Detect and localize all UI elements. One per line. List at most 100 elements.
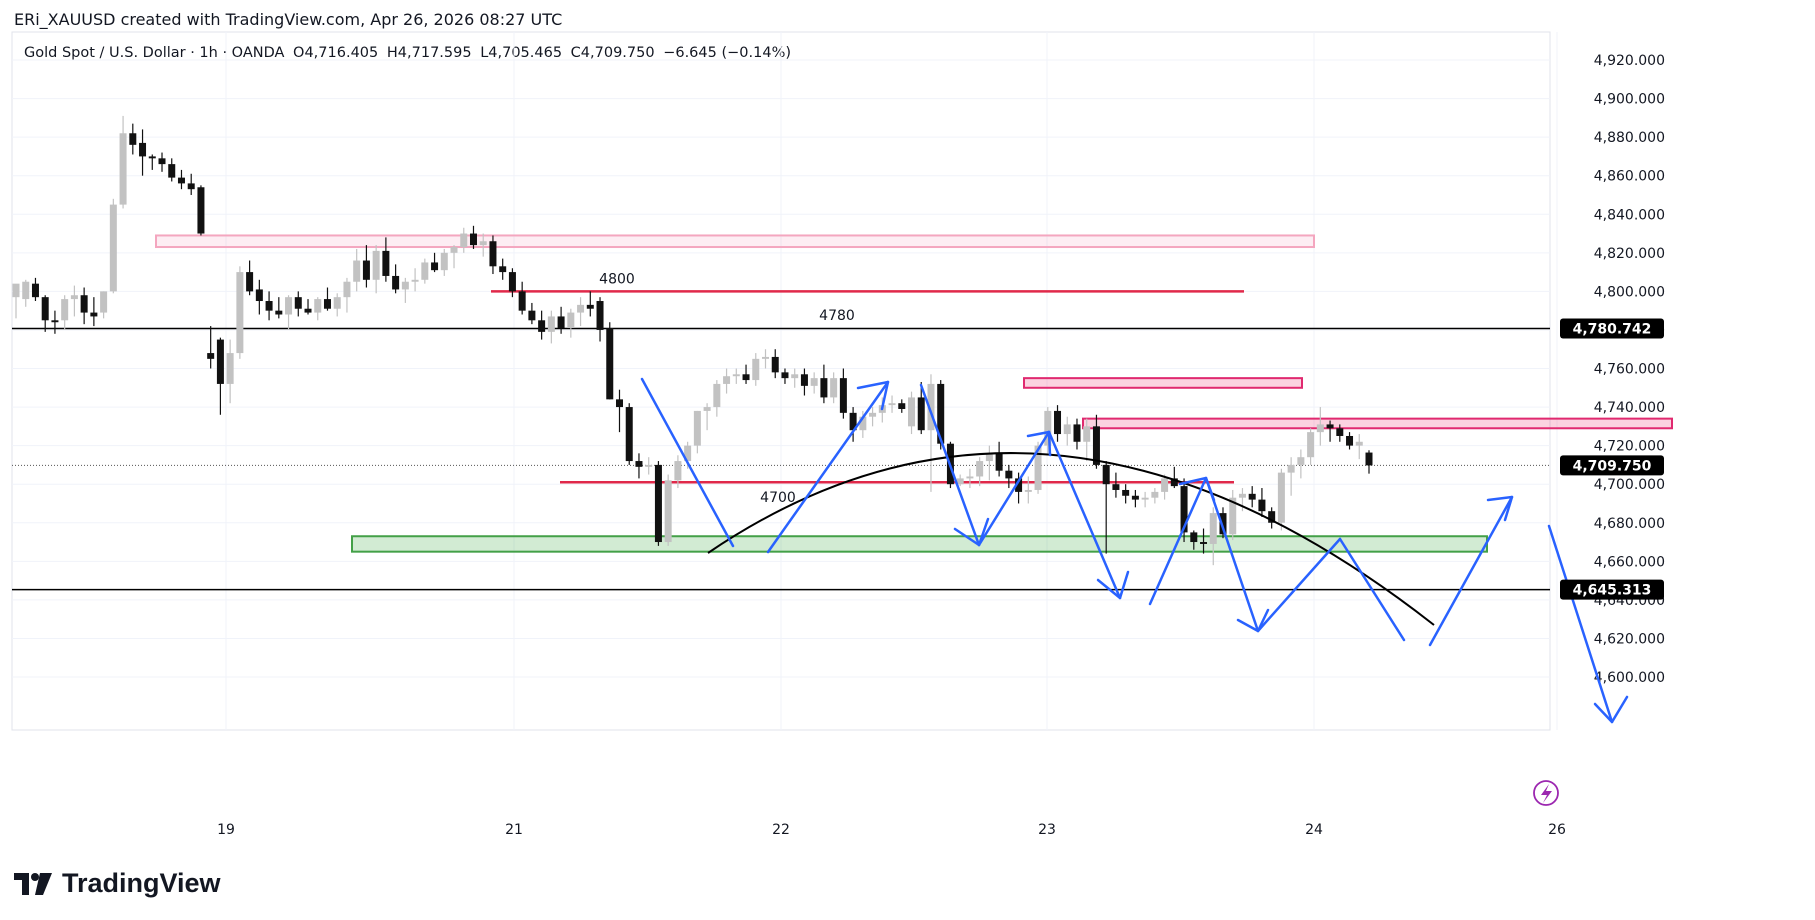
candle-body[interactable]	[1034, 445, 1042, 490]
candle-body[interactable]	[781, 372, 789, 379]
candle-body[interactable]	[1112, 484, 1120, 490]
candle-body[interactable]	[742, 374, 750, 381]
candle-body[interactable]	[615, 399, 623, 408]
candle-body[interactable]	[898, 403, 906, 409]
candle-body[interactable]	[956, 478, 964, 485]
candle-body[interactable]	[1092, 426, 1100, 465]
candle-body[interactable]	[1024, 489, 1032, 492]
candle-body[interactable]	[168, 164, 176, 178]
candle-body[interactable]	[1063, 424, 1071, 435]
candle-body[interactable]	[31, 283, 39, 298]
candle-body[interactable]	[255, 289, 263, 302]
candle-body[interactable]	[732, 374, 740, 377]
candle-body[interactable]	[1170, 478, 1178, 487]
symbol-name[interactable]: Gold Spot / U.S. Dollar · 1h · OANDA	[24, 45, 285, 61]
candle-body[interactable]	[70, 295, 78, 300]
candle-body[interactable]	[567, 312, 575, 329]
candle-body[interactable]	[1316, 424, 1324, 433]
candle-body[interactable]	[1365, 452, 1373, 466]
candle-body[interactable]	[684, 445, 692, 462]
candle-body[interactable]	[976, 461, 984, 477]
candle-body[interactable]	[791, 374, 799, 379]
candle-body[interactable]	[1277, 472, 1285, 523]
candle-body[interactable]	[1238, 493, 1246, 498]
candle-body[interactable]	[1346, 435, 1354, 446]
candle-body[interactable]	[1131, 495, 1139, 500]
candle-body[interactable]	[859, 416, 867, 431]
candle-body[interactable]	[1005, 470, 1013, 479]
candle-body[interactable]	[323, 299, 331, 309]
candle-body[interactable]	[820, 378, 828, 398]
candle-body[interactable]	[1102, 464, 1110, 485]
tradingview-logo[interactable]: TradingView	[14, 868, 221, 899]
candle-body[interactable]	[197, 187, 205, 234]
candle-body[interactable]	[314, 299, 322, 313]
candle-body[interactable]	[207, 353, 215, 359]
candle-body[interactable]	[547, 316, 555, 332]
candle-body[interactable]	[752, 358, 760, 381]
candle-body[interactable]	[362, 260, 370, 280]
candle-body[interactable]	[139, 142, 147, 157]
candle-body[interactable]	[80, 295, 88, 313]
candle-body[interactable]	[713, 383, 721, 408]
candle-body[interactable]	[528, 310, 536, 321]
candle-body[interactable]	[1248, 493, 1256, 500]
candle-body[interactable]	[869, 412, 877, 417]
candle-body[interactable]	[285, 297, 293, 315]
candle-body[interactable]	[90, 312, 98, 317]
candle-body[interactable]	[1287, 464, 1295, 473]
candle-body[interactable]	[1141, 497, 1149, 500]
candle-body[interactable]	[966, 476, 974, 479]
candle-body[interactable]	[839, 378, 847, 413]
candle-body[interactable]	[489, 241, 497, 267]
candle-body[interactable]	[1268, 511, 1276, 523]
candle-body[interactable]	[1083, 426, 1091, 442]
candle-body[interactable]	[479, 241, 487, 246]
candle-body[interactable]	[1180, 486, 1188, 533]
candle-body[interactable]	[177, 177, 185, 184]
candle-body[interactable]	[645, 464, 653, 467]
candle-body[interactable]	[771, 356, 779, 373]
candle-body[interactable]	[119, 133, 127, 205]
candle-body[interactable]	[674, 461, 682, 481]
candle-body[interactable]	[1258, 499, 1266, 512]
candle-body[interactable]	[937, 383, 945, 444]
candle-body[interactable]	[606, 328, 614, 400]
candle-body[interactable]	[401, 281, 409, 290]
candle-body[interactable]	[304, 308, 312, 313]
candle-body[interactable]	[343, 281, 351, 298]
candle-body[interactable]	[1326, 424, 1334, 429]
candle-body[interactable]	[1209, 513, 1217, 544]
candle-body[interactable]	[450, 247, 458, 253]
candle-body[interactable]	[392, 275, 400, 290]
candle-body[interactable]	[995, 453, 1003, 471]
candle-body[interactable]	[917, 397, 925, 431]
candle-body[interactable]	[421, 262, 429, 280]
candle-body[interactable]	[596, 301, 604, 330]
candle-body[interactable]	[460, 233, 468, 248]
candle-body[interactable]	[1229, 497, 1237, 535]
candle-body[interactable]	[762, 356, 770, 359]
candle-body[interactable]	[440, 252, 448, 271]
candle-body[interactable]	[411, 279, 419, 282]
candle-body[interactable]	[226, 353, 234, 384]
candle-body[interactable]	[236, 272, 244, 354]
candle-body[interactable]	[1015, 478, 1023, 492]
candle-body[interactable]	[1161, 478, 1169, 492]
candle-body[interactable]	[810, 378, 818, 386]
candle-body[interactable]	[800, 374, 808, 386]
candle-body[interactable]	[469, 233, 477, 246]
candle-body[interactable]	[431, 262, 439, 271]
candle-body[interactable]	[1122, 489, 1130, 496]
candle-body[interactable]	[1190, 532, 1198, 543]
candle-body[interactable]	[158, 158, 166, 165]
candle-body[interactable]	[908, 397, 916, 427]
candle-body[interactable]	[129, 133, 137, 145]
candle-body[interactable]	[1151, 491, 1159, 498]
candle-body[interactable]	[382, 250, 390, 276]
price-chart[interactable]: 4,920.000 4,900.000 4,880.000 4,860.000 4,84…	[0, 0, 1815, 860]
candle-body[interactable]	[723, 376, 731, 384]
candle-body[interactable]	[518, 291, 526, 311]
candle-body[interactable]	[333, 297, 341, 309]
candle-body[interactable]	[664, 480, 672, 543]
